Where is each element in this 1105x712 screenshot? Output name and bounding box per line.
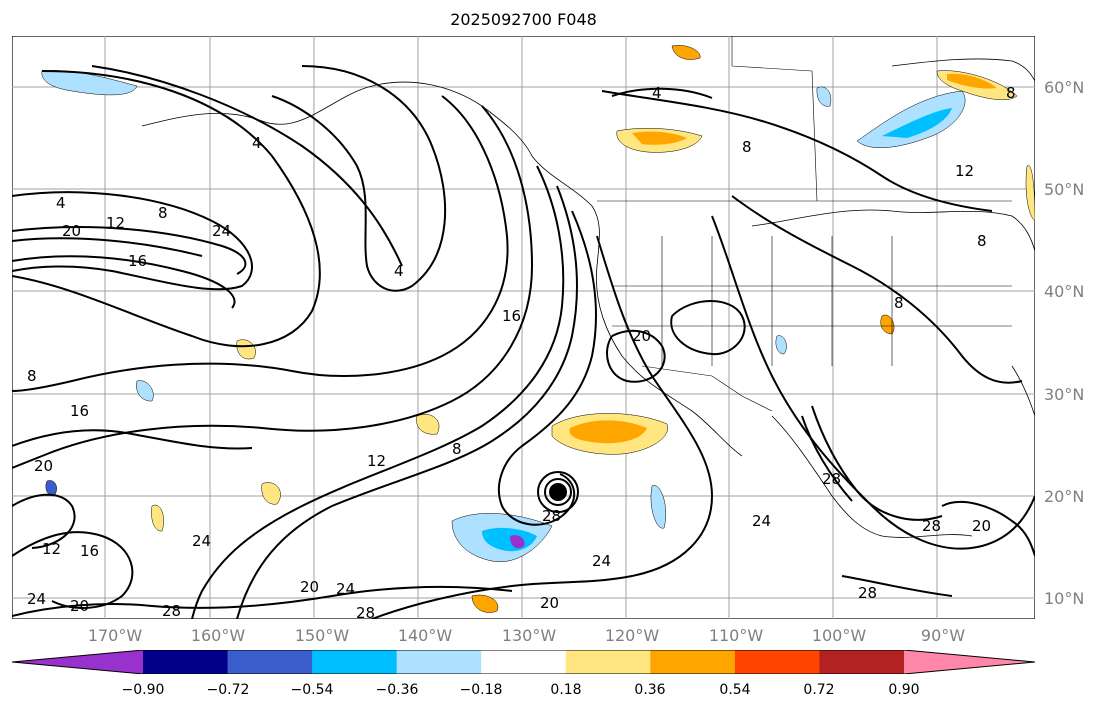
lat-label: 20°N: [1044, 487, 1085, 506]
contour-label: 4: [56, 194, 66, 212]
contour-label: 24: [592, 552, 611, 570]
colorbar-tick-label: −0.18: [459, 682, 503, 698]
contour-label: 12: [367, 452, 386, 470]
colorbar-tick-label: 0.54: [719, 682, 751, 698]
contour-label: 24: [336, 580, 355, 598]
contour-label: 8: [1006, 84, 1016, 102]
contour-label: 4: [394, 262, 404, 280]
colorbar-cell: [12, 650, 143, 674]
contour-label: 8: [158, 204, 168, 222]
coastlines: [141, 58, 1035, 538]
weather-map: 4 8 12 8 8 4 4 8 12 20 24 16 4 16 20 8 8…: [12, 36, 1035, 619]
shaded-fields: [41, 45, 1035, 613]
lon-label: 150°W: [294, 626, 350, 645]
colorbar-cell: [904, 650, 1035, 674]
colorbar-tick-label: −0.90: [121, 682, 165, 698]
colorbar-cell: [481, 650, 567, 674]
colorbar-tick-label: −0.36: [375, 682, 419, 698]
colorbar-tick-label: −0.54: [290, 682, 334, 698]
contour-label: 20: [70, 597, 89, 615]
colorbar-cell: [565, 650, 651, 674]
contour-label: 16: [70, 402, 89, 420]
contour-label: 24: [192, 532, 211, 550]
contour-label: 28: [858, 584, 877, 602]
contour-label: 24: [212, 222, 231, 240]
lat-label: 10°N: [1044, 589, 1085, 608]
contour-label: 24: [752, 512, 771, 530]
colorbar-tick-label: 0.36: [634, 682, 666, 698]
lat-label: 40°N: [1044, 282, 1085, 301]
colorbar-cell: [312, 650, 398, 674]
contour-label: 20: [540, 594, 559, 612]
contour-label-group: 4 8 12 8 8 4 4 8 12 20 24 16 4 16 20 8 8…: [27, 84, 1016, 619]
map-title: 2025092700 F048: [450, 10, 597, 29]
lat-label: 60°N: [1044, 78, 1085, 97]
contour-label: 28: [542, 507, 561, 525]
contour-label: 28: [822, 470, 841, 488]
lon-label: 170°W: [87, 626, 143, 645]
contour-label: 16: [80, 542, 99, 560]
contour-label: 12: [955, 162, 974, 180]
contour-label: 20: [62, 222, 81, 240]
contour-label: 4: [252, 134, 262, 152]
colorbar-cell: [734, 650, 820, 674]
colorbar-cell: [650, 650, 736, 674]
contour-label: 24: [27, 590, 46, 608]
colorbar-cell: [143, 650, 229, 674]
lon-label: 130°W: [501, 626, 557, 645]
contour-label: 20: [972, 517, 991, 535]
colorbar-cell: [819, 650, 905, 674]
contour-label: 28: [922, 517, 941, 535]
colorbar-tick-label: −0.72: [206, 682, 250, 698]
colorbar-cell: [227, 650, 313, 674]
colorbar: [12, 650, 1035, 674]
contour-label: 20: [632, 327, 651, 345]
contour-label: 28: [356, 604, 375, 619]
lon-label: 140°W: [397, 626, 453, 645]
contour-label: 20: [34, 457, 53, 475]
low-center-marker: [537, 471, 579, 513]
lon-label: 160°W: [190, 626, 246, 645]
lon-label: 120°W: [604, 626, 660, 645]
contour-lines: [12, 65, 1035, 619]
lon-label: 110°W: [708, 626, 764, 645]
contour-label: 8: [27, 367, 37, 385]
lat-label: 30°N: [1044, 385, 1085, 404]
colorbar-tick-label: 0.18: [550, 682, 582, 698]
contour-label: 16: [502, 307, 521, 325]
colorbar-cell: [396, 650, 482, 674]
lon-label: 100°W: [811, 626, 867, 645]
lon-label: 90°W: [920, 626, 966, 645]
colorbar-tick-label: 0.90: [888, 682, 920, 698]
contour-label: 8: [894, 294, 904, 312]
contour-label: 20: [300, 578, 319, 596]
colorbar-tick-label: 0.72: [803, 682, 835, 698]
contour-label: 8: [452, 440, 462, 458]
contour-label: 8: [742, 138, 752, 156]
contour-label: 12: [106, 214, 125, 232]
contour-label: 8: [977, 232, 987, 250]
contour-label: 4: [652, 84, 662, 102]
contour-label: 28: [162, 602, 181, 619]
contour-label: 12: [42, 540, 61, 558]
lat-label: 50°N: [1044, 180, 1085, 199]
contour-label: 16: [128, 252, 147, 270]
political-borders: [597, 36, 1012, 412]
